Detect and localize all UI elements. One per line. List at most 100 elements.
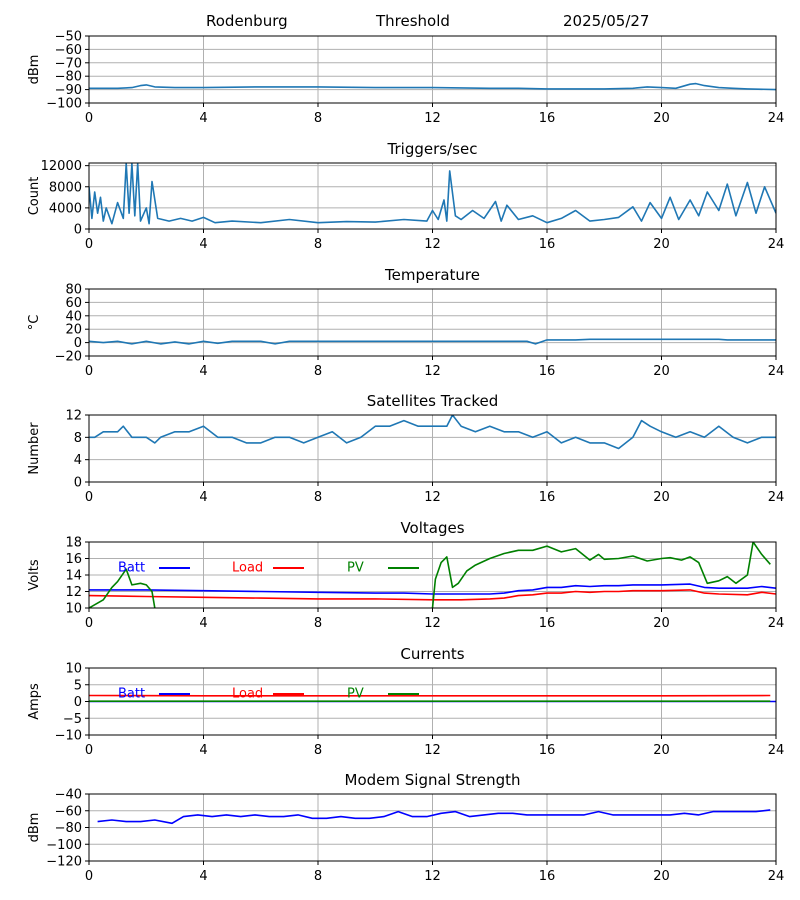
y-tick-label: −100: [46, 97, 82, 112]
x-tick-label: 20: [653, 869, 670, 884]
y-tick-label: −20: [55, 350, 82, 365]
x-tick-label: 16: [539, 616, 556, 631]
chart-triggers: 0 4 8 12 16 20 24 0 4000 8000 12000 Triggers/sec Cou…: [27, 140, 784, 252]
x-tick-label: 8: [314, 237, 322, 252]
x-tick-label: 4: [199, 616, 207, 631]
y-axis-label: Count: [27, 177, 42, 216]
y-tick-label: 0: [74, 476, 82, 491]
report-date: 2025/05/27: [563, 12, 650, 30]
x-tick-label: 24: [768, 364, 785, 379]
y-axis-label: Number: [27, 422, 42, 475]
y-tick-label: 12: [65, 585, 82, 600]
y-tick-label: 0: [74, 336, 82, 351]
x-tick-label: 4: [199, 869, 207, 884]
x-tick-label: 16: [539, 111, 556, 126]
y-tick-label: 0: [74, 695, 82, 710]
series-line: [89, 82, 776, 91]
x-tick-label: 12: [424, 743, 441, 758]
legend-label-batt: Batt: [118, 687, 145, 702]
y-tick-label: 20: [65, 323, 82, 338]
x-tick-label: 0: [85, 364, 93, 379]
y-tick-label: 40: [65, 309, 82, 324]
series-pv-line: [89, 542, 771, 608]
x-tick-label: 12: [424, 616, 441, 631]
y-tick-label: 10: [65, 662, 82, 677]
x-tick-label: 20: [653, 111, 670, 126]
y-tick-label: 14: [65, 569, 82, 584]
y-tick-label: 60: [65, 296, 82, 311]
series-load-line: [89, 589, 776, 601]
chart-title: Triggers/sec: [387, 140, 478, 158]
chart-title: Modem Signal Strength: [345, 771, 521, 789]
y-axis-label: dBm: [27, 813, 42, 843]
x-tick-label: 4: [199, 111, 207, 126]
x-tick-label: 20: [653, 743, 670, 758]
series-batt-line: [89, 583, 776, 595]
chart-threshold: 0 4 8 12 16 20 24 −100−90−80−70−60−50 dBm: [27, 30, 784, 127]
x-tick-label: 0: [85, 237, 93, 252]
y-tick-label: −10: [55, 729, 82, 744]
x-tick-label: 24: [768, 111, 785, 126]
y-tick-label: 4: [74, 453, 82, 468]
x-tick-label: 8: [314, 111, 322, 126]
x-tick-label: 8: [314, 364, 322, 379]
y-tick-label: −60: [55, 43, 82, 58]
y-tick-label: −5: [63, 712, 82, 727]
chart-currents: 0 4 8 12 16 20 24 −10 −5 0 510 Currents Amps Batt Load…: [27, 645, 784, 758]
legend-label-pv: PV: [347, 561, 364, 576]
y-tick-label: 8: [74, 431, 82, 446]
y-tick-label: −90: [55, 83, 82, 98]
x-tick-label: 8: [314, 490, 322, 505]
y-tick-label: 8000: [49, 180, 82, 195]
y-axis-label: Amps: [27, 683, 42, 720]
x-tick-label: 16: [539, 364, 556, 379]
legend-label-pv: PV: [347, 687, 364, 702]
chart-title: Satellites Tracked: [367, 392, 498, 410]
x-tick-label: 20: [653, 616, 670, 631]
y-tick-label: 5: [74, 678, 82, 693]
series-line: [97, 809, 771, 825]
x-tick-label: 12: [424, 869, 441, 884]
x-tick-label: 16: [539, 490, 556, 505]
x-tick-label: 8: [314, 616, 322, 631]
x-tick-label: 12: [424, 490, 441, 505]
chart-satellites: 0 4 8 12 16 20 24 0 4 8 12 Satellites Tracked Number: [27, 392, 784, 505]
x-tick-label: 12: [424, 237, 441, 252]
x-tick-label: 8: [314, 869, 322, 884]
series-line: [89, 163, 776, 225]
y-tick-label: 80: [65, 283, 82, 298]
x-tick-label: 4: [199, 490, 207, 505]
x-tick-label: 24: [768, 490, 785, 505]
y-tick-label: −100: [46, 838, 82, 853]
y-tick-label: 12: [65, 409, 82, 424]
x-tick-label: 4: [199, 237, 207, 252]
x-tick-label: 0: [85, 869, 93, 884]
chart-modem: 0 4 8 12 16 20 24 −120 −100 −80 −60−40 Modem Signal…: [27, 771, 784, 884]
x-tick-label: 0: [85, 743, 93, 758]
series-line: [89, 415, 776, 450]
legend-label-load: Load: [232, 561, 263, 576]
y-tick-label: −70: [55, 56, 82, 71]
y-tick-label: 10: [65, 602, 82, 617]
x-tick-label: 24: [768, 869, 785, 884]
y-tick-label: −80: [55, 70, 82, 85]
x-tick-label: 0: [85, 490, 93, 505]
y-tick-label: −50: [55, 30, 82, 45]
x-tick-label: 20: [653, 364, 670, 379]
x-tick-label: 0: [85, 616, 93, 631]
y-tick-label: −80: [55, 821, 82, 836]
y-tick-label: 16: [65, 552, 82, 567]
y-tick-label: −120: [46, 855, 82, 870]
x-tick-label: 24: [768, 743, 785, 758]
y-tick-label: −60: [55, 804, 82, 819]
y-tick-label: 12000: [41, 159, 82, 174]
y-tick-label: −40: [55, 788, 82, 803]
x-tick-label: 24: [768, 237, 785, 252]
chart-title: Temperature: [384, 266, 480, 284]
x-tick-label: 20: [653, 237, 670, 252]
legend-label-load: Load: [232, 687, 263, 702]
legend-label-batt: Batt: [118, 561, 145, 576]
